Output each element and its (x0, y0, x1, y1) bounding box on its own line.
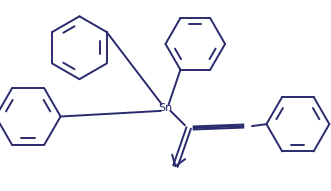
Text: Sn: Sn (158, 103, 173, 113)
